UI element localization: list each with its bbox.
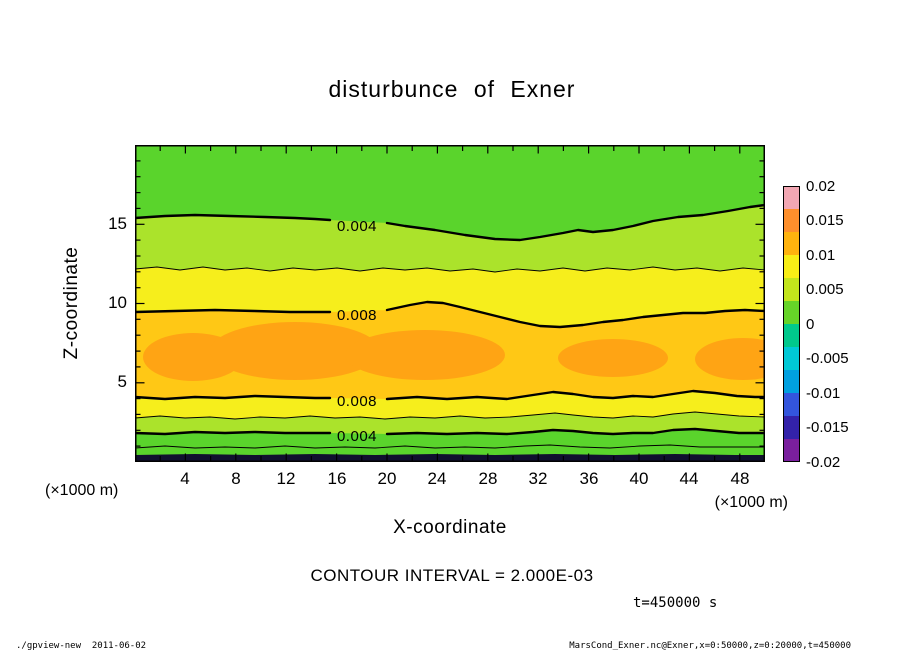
contour-label-0008-upper: 0.008 — [337, 307, 377, 324]
colorbar-seg-11 — [783, 439, 800, 462]
contour-0008-upper-a — [135, 308, 332, 314]
colorbar-frame — [783, 186, 800, 462]
contour-0006-upper — [135, 266, 765, 273]
colorbar-label-3: 0.005 — [806, 281, 844, 298]
colorbar-label-5: -0.005 — [806, 350, 849, 367]
x-tick-16: 16 — [327, 469, 347, 488]
x-tick-12: 12 — [276, 469, 296, 488]
time-note: t=450000 s — [633, 595, 718, 611]
contour-labels: 0.004 0.008 0.008 0.004 — [337, 218, 377, 445]
x-tick-32: 32 — [528, 469, 548, 488]
colorbar-seg-4 — [783, 278, 800, 301]
contour-interval-note: CONTOUR INTERVAL = 2.000E-03 — [310, 566, 594, 585]
colorbar-label-1: 0.015 — [806, 212, 844, 229]
x-tick-4: 4 — [180, 469, 190, 488]
colorbar-seg-6 — [783, 324, 800, 347]
footer-left: ./gpview-new 2011-06-02 — [16, 641, 147, 651]
contour-0004-upper-a — [135, 213, 332, 222]
colorbar-label-2: 0.01 — [806, 247, 836, 264]
x-tick-24: 24 — [427, 469, 447, 488]
y-tick-5: 5 — [117, 372, 127, 391]
colorbar-seg-2 — [783, 232, 800, 255]
colorbar-label-7: -0.015 — [806, 419, 849, 436]
contour-0004-lower-b — [385, 427, 765, 436]
colorbar-label-4: 0 — [806, 316, 815, 333]
colorbar-seg-5 — [783, 301, 800, 324]
contour-label-0008-lower: 0.008 — [337, 393, 377, 410]
colorbar-seg-1 — [783, 209, 800, 232]
x-tick-44: 44 — [679, 469, 699, 488]
colorbar-label-8: -0.02 — [806, 454, 841, 471]
contour-0006-lower — [135, 411, 765, 420]
colorbar-seg-9 — [783, 393, 800, 416]
colorbar-seg-8 — [783, 370, 800, 393]
band-dark-surface — [135, 454, 765, 462]
colorbar-seg-3 — [783, 255, 800, 278]
contour-0008-upper-b — [385, 300, 765, 329]
contour-0008-lower-a — [135, 394, 332, 401]
contour-0004-lower-a — [135, 430, 332, 436]
contour-label-0004-upper: 0.004 — [337, 218, 377, 235]
colorbar-seg-10 — [783, 416, 800, 439]
x-axis-title: X-coordinate — [393, 517, 507, 538]
y-tick-15: 15 — [108, 214, 127, 233]
x-tick-20: 20 — [377, 469, 397, 488]
colorbar — [783, 186, 800, 462]
x-tick-40: 40 — [629, 469, 649, 488]
contour-label-0004-lower: 0.004 — [337, 428, 377, 445]
plot-frame — [135, 145, 765, 462]
footer-right: MarsCond_Exner.nc@Exner,x=0:50000,z=0:20… — [569, 641, 851, 651]
x-axis-unit: (×1000 m) — [714, 494, 788, 511]
y-tick-10: 10 — [108, 293, 127, 312]
x-tick-28: 28 — [478, 469, 498, 488]
tick-marks — [136, 146, 764, 461]
contour-lines — [135, 203, 765, 449]
fill-bands: 0.004 0.008 0.008 0.004 — [135, 145, 765, 462]
page-title: disturbunce of Exner — [328, 76, 576, 102]
contour-0002-lower — [135, 444, 765, 449]
band-green-lower — [135, 429, 765, 462]
colorbar-label-6: -0.01 — [806, 385, 841, 402]
contour-plot: 0.004 0.008 0.008 0.004 — [135, 145, 765, 462]
colorbar-seg-0 — [783, 186, 800, 209]
y-axis-unit: (×1000 m) — [45, 482, 119, 499]
contour-0008-lower-b — [385, 389, 765, 401]
contour-0004-upper-b — [385, 203, 765, 242]
x-tick-48: 48 — [730, 469, 750, 488]
colorbar-seg-7 — [783, 347, 800, 370]
y-axis-title: Z-coordinate — [61, 246, 82, 360]
colorbar-label-0: 0.02 — [806, 178, 836, 195]
x-tick-36: 36 — [579, 469, 599, 488]
orange-maxima-blobs — [143, 322, 765, 381]
x-tick-8: 8 — [231, 469, 241, 488]
